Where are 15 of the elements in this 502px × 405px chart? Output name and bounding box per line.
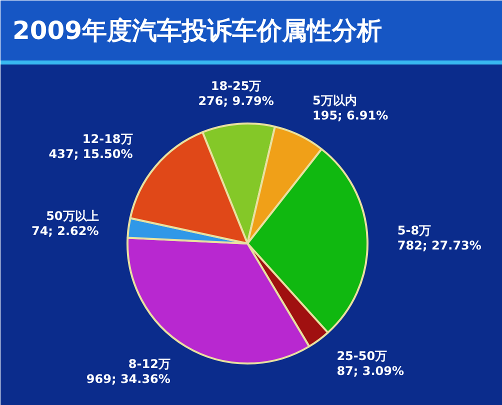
data-label: 276; 9.79% — [198, 94, 274, 108]
data-label: 195; 6.91% — [312, 108, 388, 122]
data-label: 782; 27.73% — [397, 238, 482, 252]
slice-label: 12-18万 — [82, 132, 133, 146]
data-label: 969; 34.36% — [86, 372, 170, 386]
data-label: 87; 3.09% — [336, 364, 404, 378]
data-label: 74; 2.62% — [31, 224, 99, 238]
slice-label: 5-8万 — [397, 223, 432, 238]
slice-label: 8-12万 — [128, 357, 170, 372]
chart-title: 2009年度汽车投诉车价属性分析 — [12, 16, 382, 45]
data-label: 437; 15.50% — [48, 146, 133, 161]
slice-label: 18-25万 — [210, 78, 262, 93]
slice-label: 50万以上 — [46, 208, 99, 223]
slice-label: 5万以内 — [312, 93, 357, 108]
slice-label: 25-50万 — [336, 349, 388, 364]
